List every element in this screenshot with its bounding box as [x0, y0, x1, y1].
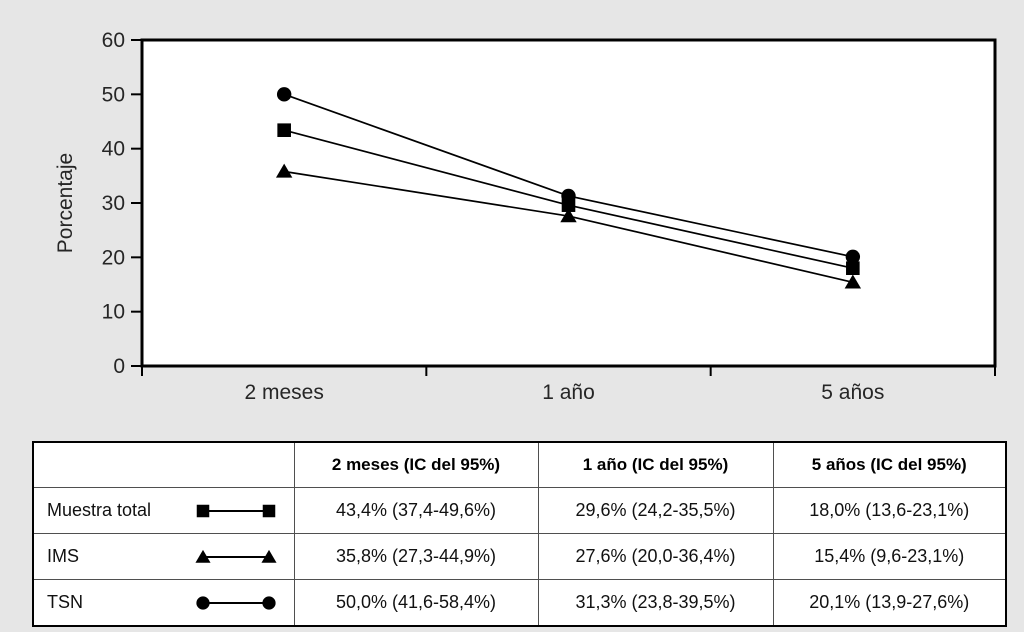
row-label-muestra-total: Muestra total [47, 500, 152, 520]
cell-tsn-2meses: 50,0% (41,6-58,4%) [293, 579, 539, 627]
y-tick-label: 10 [102, 301, 125, 324]
square-data-point-muestra-total [846, 261, 860, 275]
square-data-point-muestra-total [277, 123, 291, 137]
cell-ims-1ano: 27,6% (20,0-36,4%) [537, 533, 774, 580]
x-category-label: 5 años [821, 381, 884, 404]
cell-muestra-total-5anos: 18,0% (13,6-23,1%) [772, 487, 1007, 534]
table-row-muestra-total: Muestra total 43,4% (37,4-49,6%) 29,6% (… [32, 487, 1007, 534]
y-tick-label: 30 [102, 192, 125, 215]
y-tick-label: 60 [102, 29, 125, 52]
y-tick-label: 20 [102, 246, 125, 269]
table-row-ims: IMS 35,8% (27,3-44,9%) 27,6% (20,0-36,4%… [32, 533, 1007, 580]
results-table: 2 meses (IC del 95%) 1 año (IC del 95%) … [32, 441, 1007, 627]
cell-muestra-total-2meses: 43,4% (37,4-49,6%) [293, 487, 539, 534]
row-label-tsn: TSN [47, 592, 83, 612]
row-header-tsn: TSN [32, 579, 295, 627]
corner-cell [32, 441, 295, 488]
square-line-legend-icon [196, 504, 275, 517]
cell-ims-5anos: 15,4% (9,6-23,1%) [772, 533, 1007, 580]
header-2-meses: 2 meses (IC del 95%) [293, 441, 539, 488]
row-header-ims: IMS [32, 533, 295, 580]
triangle-data-point-ims [275, 163, 293, 178]
cell-muestra-total-1ano: 29,6% (24,2-35,5%) [537, 487, 774, 534]
y-tick-label: 50 [102, 83, 125, 106]
triangle-line-legend-icon [194, 549, 277, 563]
table-row-tsn: TSN 50,0% (41,6-58,4%) 31,3% (23,8-39,5%… [32, 579, 1007, 627]
circle-data-point-tsn [276, 87, 292, 102]
cell-tsn-5anos: 20,1% (13,9-27,6%) [772, 579, 1007, 627]
row-header-muestra-total: Muestra total [32, 487, 295, 534]
y-tick-label: 40 [102, 138, 125, 161]
circle-data-point-tsn [845, 249, 861, 264]
header-5-anos: 5 años (IC del 95%) [772, 441, 1007, 488]
y-tick-label: 0 [113, 355, 125, 378]
y-axis-title: Porcentaje [54, 152, 77, 254]
x-category-label: 2 meses [244, 381, 323, 404]
row-label-ims: IMS [47, 546, 80, 566]
header-1-ano: 1 año (IC del 95%) [537, 441, 774, 488]
triangle-data-point-ims [560, 208, 577, 223]
triangle-data-point-ims [844, 274, 862, 289]
circle-line-legend-icon [195, 595, 276, 610]
cell-tsn-1ano: 31,3% (23,8-39,5%) [537, 579, 774, 627]
table-header-row: 2 meses (IC del 95%) 1 año (IC del 95%) … [32, 441, 1007, 488]
x-category-label: 1 año [542, 381, 595, 404]
cell-ims-2meses: 35,8% (27,3-44,9%) [293, 533, 539, 580]
circle-data-point-tsn [561, 188, 576, 204]
line-chart: 0 10 20 30 40 50 60 2 meses 1 año 5 años [102, 29, 997, 404]
